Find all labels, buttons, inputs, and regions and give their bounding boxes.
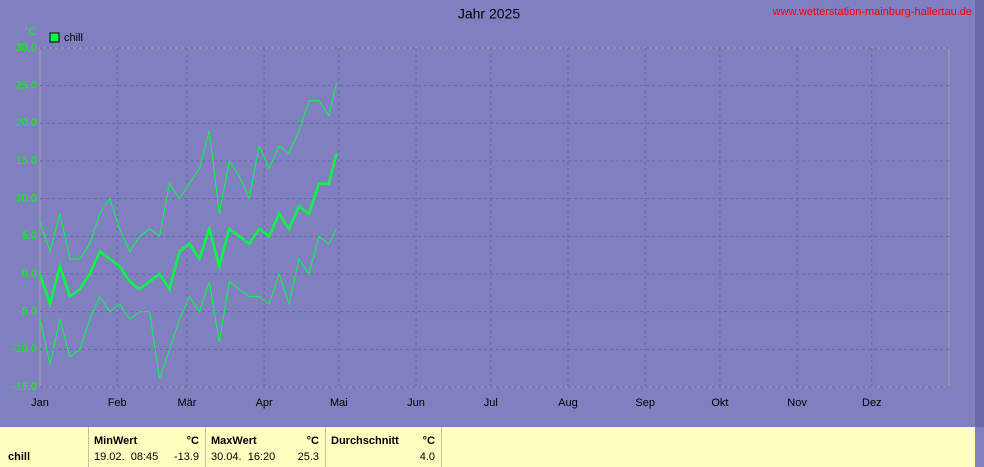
- column-unit: °C: [186, 435, 199, 447]
- x-tick-label: Nov: [787, 397, 807, 409]
- y-tick-label: 30.0: [16, 42, 37, 54]
- y-tick-label: 10.0: [16, 193, 37, 205]
- chart: Jahr 2025 www.wetterstation-mainburg-hal…: [12, 0, 984, 427]
- y-tick-label: -5.0: [18, 306, 37, 318]
- x-tick-label: Apr: [256, 397, 273, 409]
- x-tick-label: Jul: [484, 397, 498, 409]
- column-separator: [88, 427, 89, 467]
- column-separator: [205, 427, 206, 467]
- x-tick-label: Jan: [31, 397, 49, 409]
- plot-area: [39, 47, 950, 388]
- column-header: MaxWert: [211, 435, 257, 447]
- column-value: 4.0: [419, 451, 435, 463]
- y-tick-label: -10.0: [12, 343, 37, 355]
- column-separator: [325, 427, 326, 467]
- legend-swatch: [49, 32, 60, 43]
- y-tick-label: 20.0: [16, 117, 37, 129]
- column-unit: °C: [306, 435, 319, 447]
- x-tick-label: Jun: [407, 397, 425, 409]
- y-tick-label: 25.0: [16, 80, 37, 92]
- column-time: 19.02. 08:45: [94, 451, 159, 463]
- line-max: [39, 83, 337, 260]
- column-separator: [441, 427, 442, 467]
- column-header: Durchschnitt: [331, 435, 399, 447]
- line-values: [38, 153, 338, 309]
- y-tick-label: -15.0: [12, 381, 37, 393]
- y-tick-label: 5.0: [22, 230, 37, 242]
- column-value: -13.9: [173, 451, 199, 463]
- edge: [975, 0, 984, 427]
- x-tick-label: Feb: [108, 397, 127, 409]
- x-tick-label: Dez: [862, 397, 882, 409]
- line-min: [39, 228, 337, 379]
- x-tick-label: Mär: [177, 397, 196, 409]
- legend-label: chill: [64, 32, 83, 44]
- x-tick-label: Aug: [558, 397, 578, 409]
- column-value: 25.3: [297, 451, 319, 463]
- summary-table: chill MinWert °C 19.02. 08:45 -13.9 MaxWert °…: [0, 427, 975, 467]
- source: www.wetterstation-mainburg-hallertau.de: [772, 6, 972, 18]
- x-tick-label: Sep: [635, 397, 655, 409]
- column-unit: °C: [422, 435, 435, 447]
- y-unit: °C: [24, 26, 36, 38]
- x-tick-label: Mai: [330, 397, 348, 409]
- x-tick-label: Okt: [711, 397, 728, 409]
- y-tick-label: 0.0: [22, 268, 37, 280]
- y-tick-label: 15.0: [16, 155, 37, 167]
- chart-title: Jahr 2025: [458, 6, 520, 22]
- column-time: 30.04. 16:20: [211, 451, 276, 463]
- row-label: chill: [8, 451, 31, 463]
- column-header: MinWert: [94, 435, 138, 447]
